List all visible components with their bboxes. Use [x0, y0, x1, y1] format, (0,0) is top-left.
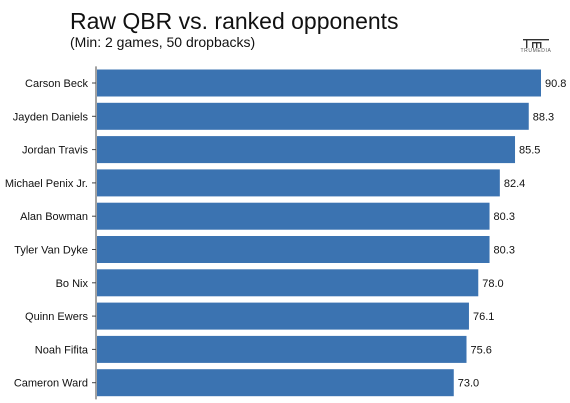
value-label: 85.5: [519, 145, 540, 157]
category-label: Alan Bowman: [20, 211, 88, 223]
bar: [97, 236, 490, 263]
category-label: Cameron Ward: [14, 378, 88, 390]
value-label: 76.1: [473, 311, 494, 323]
category-label: Jayden Daniels: [13, 111, 89, 123]
category-label: Tyler Van Dyke: [14, 245, 88, 257]
bar: [97, 69, 541, 97]
value-label: 80.3: [494, 245, 515, 257]
chart-title: Raw QBR vs. ranked opponents: [70, 8, 399, 34]
value-label: 80.3: [494, 211, 515, 223]
category-label: Michael Penix Jr.: [5, 178, 88, 190]
value-label: 78.0: [482, 278, 503, 290]
bar: [97, 202, 490, 230]
category-label: Carson Beck: [25, 78, 88, 90]
category-label: Noah Fifita: [35, 344, 89, 356]
value-label: 75.6: [471, 344, 492, 356]
value-label: 90.8: [545, 78, 566, 90]
bar: [97, 269, 479, 297]
category-label: Jordan Travis: [22, 145, 89, 157]
chart-subtitle: (Min: 2 games, 50 dropbacks): [70, 34, 256, 50]
bar: [97, 169, 500, 197]
bar: [97, 102, 529, 130]
trumedia-logo-icon: [523, 39, 549, 48]
bar: [97, 136, 516, 164]
category-label: Bo Nix: [56, 278, 89, 290]
bar: [97, 369, 454, 397]
value-label: 73.0: [458, 378, 479, 390]
bar: [97, 335, 467, 363]
logo-text: TRUMEDIA: [520, 48, 552, 54]
trumedia-logo: TRUMEDIA: [519, 37, 553, 57]
bar: [97, 302, 469, 330]
value-label: 82.4: [504, 178, 525, 190]
category-label: Quinn Ewers: [25, 311, 88, 323]
value-label: 88.3: [533, 111, 554, 123]
